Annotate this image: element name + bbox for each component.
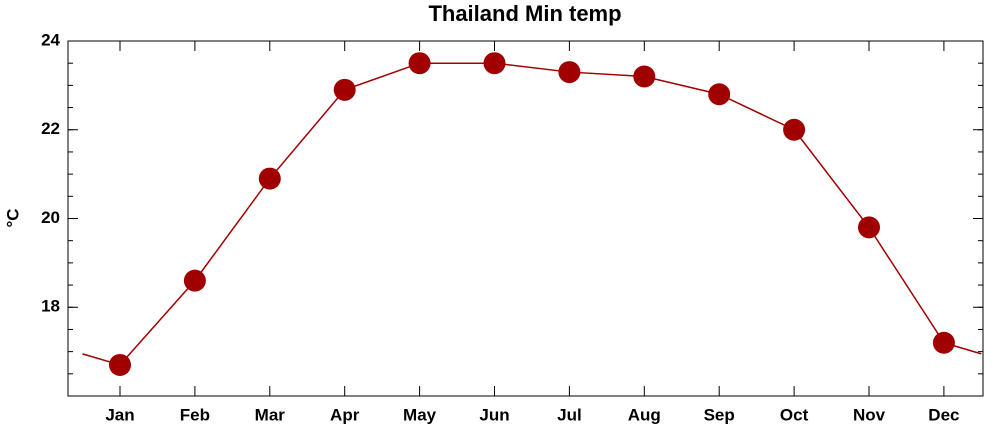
x-tick-label: Aug — [628, 405, 661, 424]
x-tick-label: Nov — [853, 405, 886, 424]
x-tick-label: Sep — [704, 405, 735, 424]
y-tick-label: 20 — [41, 208, 60, 227]
plot-frame — [67, 40, 984, 397]
x-tick-label: Jun — [479, 405, 509, 424]
chart-title: Thailand Min temp — [428, 1, 621, 26]
line — [119, 62, 945, 366]
marker — [109, 353, 131, 376]
marker — [858, 216, 880, 239]
marker — [483, 52, 506, 75]
marker — [932, 331, 955, 354]
x-tick-label: Dec — [928, 405, 959, 424]
wrap-line — [82, 342, 982, 366]
x-tick-label: Jul — [557, 405, 582, 424]
marker — [408, 52, 431, 75]
marker — [183, 269, 206, 292]
y-tick-label: 24 — [41, 30, 60, 49]
marker — [633, 65, 656, 88]
y-tick-label: 22 — [41, 119, 60, 138]
x-tick-label: Apr — [330, 405, 360, 424]
y-axis-label: °C — [3, 208, 22, 227]
marker — [783, 118, 806, 141]
x-tick-label: Jan — [105, 405, 134, 424]
marker — [708, 83, 731, 106]
x-tick-label: Oct — [780, 405, 809, 424]
marker — [258, 167, 281, 190]
y-tick-label: 18 — [41, 297, 60, 316]
marker — [558, 61, 581, 84]
x-tick-label: Feb — [180, 405, 210, 424]
x-tick-label: May — [403, 405, 437, 424]
marker — [333, 78, 356, 101]
x-tick-label: Mar — [255, 405, 286, 424]
